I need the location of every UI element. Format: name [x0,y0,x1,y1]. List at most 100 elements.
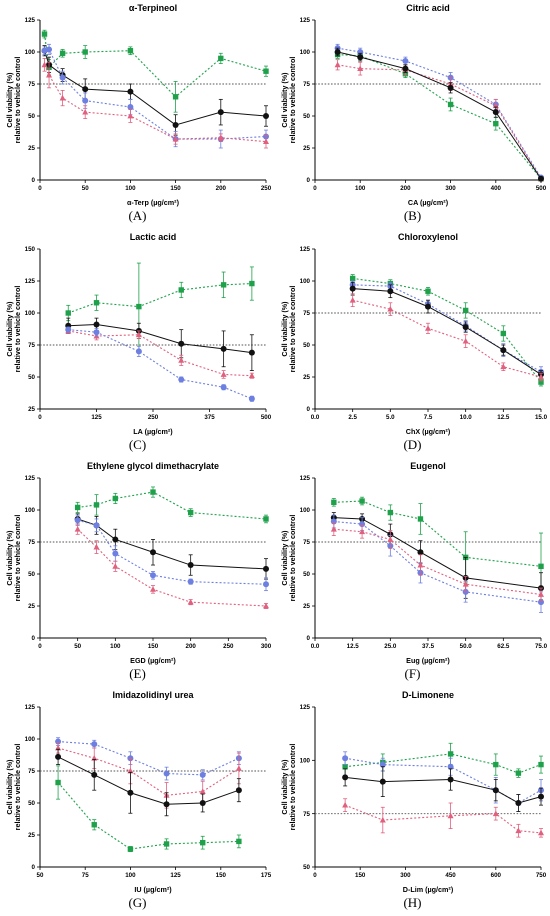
series-line [77,528,267,607]
data-point [248,395,255,402]
x-tick-label: 500 [536,185,547,192]
data-point [359,528,366,535]
panel-label: (D) [403,437,422,452]
data-point [492,109,499,116]
x-tick-label: 250 [261,185,272,192]
x-tick-label: 300 [400,872,411,879]
chart-panel-4: Chloroxylenol 0 25 50 75 100 125 0.0 2.5 5.0 7.5 10… [275,229,550,458]
y-tick-label: 50 [28,571,35,578]
x-tick-label: 2.5 [348,414,357,421]
y-tick-label: 25 [303,145,310,152]
chart-panel-5: Ethylene glycol dimethacrylate 0 25 50 75 100… [0,458,275,687]
series-line [345,776,542,804]
y-tick-label: 0 [307,406,311,413]
x-tick-label: 200 [400,185,411,192]
data-point [342,764,348,770]
data-point [462,307,469,314]
data-point [342,774,349,781]
data-point [199,800,206,806]
series-line [57,756,240,805]
data-point [41,47,48,54]
data-point [447,751,454,757]
y-axis-label: Cell viability (%) [5,72,14,128]
data-point [218,55,224,62]
data-point [235,765,242,771]
data-point [112,495,119,502]
x-tick-label: 12.5 [347,643,360,650]
series-black [349,281,544,379]
x-tick-label: 750 [536,872,547,879]
x-tick-label: 125 [170,872,181,879]
data-point [349,297,356,303]
data-point [447,84,454,91]
chart-title: Lactic acid [130,232,177,242]
y-tick-label: 75 [303,539,310,546]
data-point [65,326,72,333]
series-pink [41,58,269,149]
series-black [74,513,269,580]
series-line [68,324,252,354]
y-tick-label: 125 [25,475,36,482]
data-point [447,101,454,108]
y-axis-label: relative to vehicle control [13,515,22,602]
data-point [263,68,269,74]
series-line [333,528,542,596]
x-tick-label: 300 [445,185,456,192]
data-point [178,340,185,347]
data-point [248,349,255,356]
y-tick-label: 0 [307,177,311,184]
y-axis-label: relative to vehicle control [13,57,22,144]
x-tick-label: 100 [355,185,366,192]
y-tick-label: 50 [28,800,35,807]
chart-svg: Lactic acid 25 50 75 100 125 150 0 125 250 375 500 L… [5,232,272,436]
data-point [112,563,119,569]
data-point [349,285,356,292]
data-point [93,300,100,306]
y-tick-label: 50 [28,113,35,120]
data-point [417,561,424,568]
data-point [334,61,341,68]
data-point [135,331,142,338]
y-tick-label: 125 [25,17,36,24]
series-line [333,500,542,567]
x-tick-label: 175 [261,872,272,879]
x-tick-label: 400 [491,185,502,192]
data-point [379,816,386,823]
data-point [417,516,424,522]
series-blue [65,326,255,402]
x-tick-label: 50 [37,872,44,879]
series-pink [65,327,255,379]
data-point [187,562,194,569]
data-point [74,517,81,524]
data-point [199,788,206,794]
data-point [379,761,386,768]
data-point [127,48,134,54]
data-point [163,841,170,847]
data-point [55,779,61,786]
y-axis-label: Cell viability (%) [280,530,289,586]
y-tick-label: 50 [303,864,310,871]
data-point [93,543,100,550]
data-point [493,120,499,127]
data-point [263,113,269,119]
series-line [43,34,267,98]
data-point [447,763,454,770]
chart-title: Chloroxylenol [398,232,458,242]
x-tick-label: 125 [91,414,102,421]
chart-title: α-Terpineol [129,3,177,13]
data-point [55,753,62,760]
data-point [248,372,255,379]
data-point [263,516,269,522]
data-point [359,498,365,504]
chart-panel-3: Lactic acid 25 50 75 100 125 150 0 125 250 375 500 L… [0,229,275,458]
series-pink [349,293,544,382]
y-tick-label: 150 [25,246,36,253]
data-point [515,800,522,806]
data-point [447,776,454,783]
y-tick-label: 0 [32,177,36,184]
y-tick-label: 75 [303,310,310,317]
x-tick-label: 500 [261,414,272,421]
data-point [112,550,119,557]
data-point [220,371,227,377]
data-point [538,591,544,597]
